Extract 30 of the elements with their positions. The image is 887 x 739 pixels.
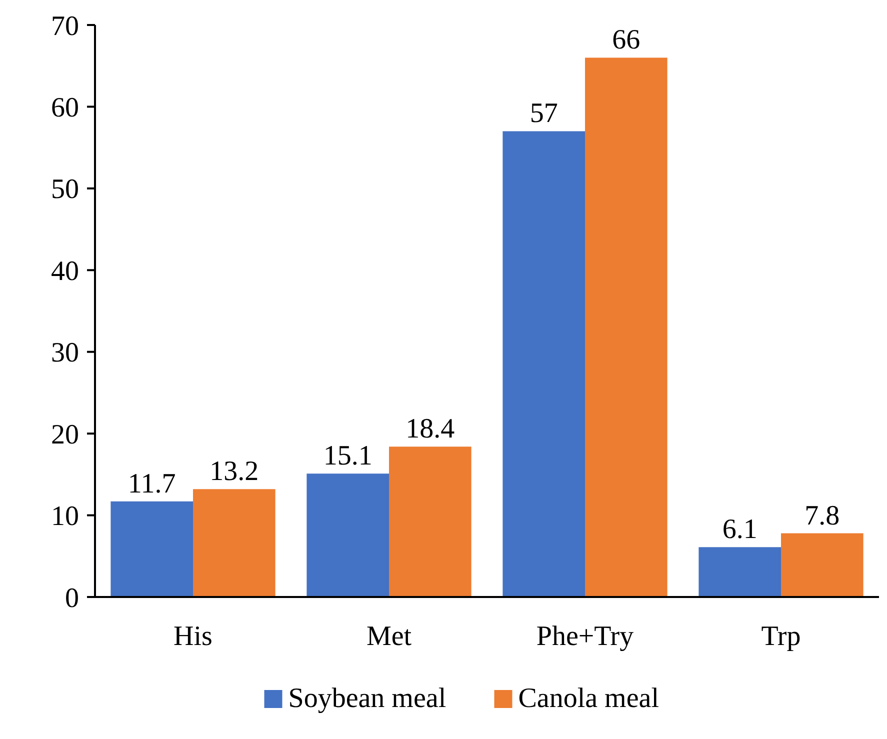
y-tick-label: 0	[65, 582, 79, 614]
data-label: 13.2	[210, 456, 259, 488]
bar	[193, 489, 276, 597]
y-tick-label: 10	[51, 501, 79, 532]
x-tick-label: Phe+Try	[536, 621, 634, 652]
bar	[585, 58, 668, 597]
bar	[389, 446, 472, 597]
y-tick-label: 30	[51, 338, 79, 369]
y-tick-label: 70	[51, 10, 79, 42]
x-tick-label: Trp	[761, 621, 801, 652]
data-label: 7.8	[804, 500, 840, 532]
bar	[698, 547, 781, 597]
data-label: 11.7	[128, 468, 176, 500]
x-tick-label: His	[174, 621, 212, 652]
data-label: 57	[530, 98, 558, 130]
y-tick-label: 60	[51, 92, 79, 124]
data-label: 66	[612, 24, 640, 56]
bar	[110, 501, 193, 597]
legend-label: Soybean meal	[288, 683, 446, 714]
bar	[781, 533, 864, 597]
data-label: 6.1	[722, 514, 758, 546]
y-tick-label: 50	[51, 174, 79, 206]
bar	[306, 474, 389, 597]
bar	[502, 131, 585, 597]
legend-label: Canola meal	[518, 683, 660, 714]
y-tick-label: 40	[51, 256, 79, 287]
x-tick-label: Met	[366, 621, 412, 652]
data-label: 18.4	[406, 414, 455, 445]
data-label: 15.1	[323, 440, 372, 472]
y-tick-label: 20	[51, 419, 79, 450]
